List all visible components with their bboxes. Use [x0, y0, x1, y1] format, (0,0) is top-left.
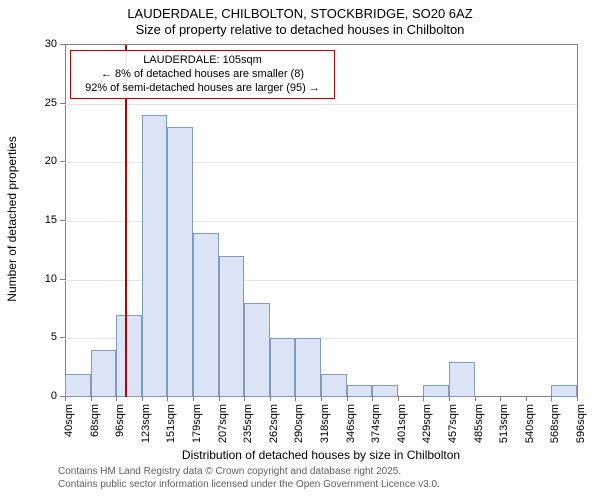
histogram-bar: [142, 115, 168, 397]
x-tick-label: 596sqm: [575, 404, 587, 443]
x-axis-title: Distribution of detached houses by size …: [65, 448, 577, 462]
x-tick-mark: [295, 396, 296, 401]
y-tick-mark: [60, 279, 65, 280]
x-tick-mark: [526, 396, 527, 401]
x-tick-mark: [65, 396, 66, 401]
grid-line: [65, 104, 577, 105]
x-tick-label: 179sqm: [191, 404, 203, 443]
x-tick-mark: [270, 396, 271, 401]
x-tick-mark: [244, 396, 245, 401]
histogram-bar: [449, 362, 475, 397]
x-tick-label: 290sqm: [293, 404, 305, 443]
x-tick-label: 235sqm: [242, 404, 254, 443]
x-tick-label: 151sqm: [165, 404, 177, 443]
x-tick-mark: [219, 396, 220, 401]
x-tick-label: 40sqm: [63, 404, 75, 437]
histogram-bar: [423, 385, 449, 397]
title-line1: LAUDERDALE, CHILBOLTON, STOCKBRIDGE, SO2…: [0, 6, 600, 22]
x-tick-label: 429sqm: [421, 404, 433, 443]
y-tick-mark: [60, 44, 65, 45]
x-tick-label: 262sqm: [268, 404, 280, 443]
histogram-bar: [91, 350, 117, 397]
histogram-bar: [372, 385, 398, 397]
histogram-bar: [65, 374, 91, 397]
x-tick-label: 346sqm: [345, 404, 357, 443]
y-tick-mark: [60, 103, 65, 104]
x-tick-mark: [116, 396, 117, 401]
x-tick-label: 540sqm: [524, 404, 536, 443]
histogram-bar: [116, 315, 142, 397]
x-tick-mark: [142, 396, 143, 401]
x-tick-mark: [193, 396, 194, 401]
histogram-bar: [244, 303, 270, 397]
x-tick-label: 513sqm: [498, 404, 510, 443]
y-tick-mark: [60, 337, 65, 338]
x-tick-label: 68sqm: [89, 404, 101, 437]
histogram-bar: [219, 256, 245, 397]
y-axis-title: Number of detached properties: [5, 43, 19, 395]
x-tick-label: 207sqm: [217, 404, 229, 443]
histogram-bar: [270, 338, 296, 397]
x-tick-label: 374sqm: [370, 404, 382, 443]
histogram-bar: [167, 127, 193, 397]
title-line2: Size of property relative to detached ho…: [0, 22, 600, 38]
x-tick-mark: [551, 396, 552, 401]
annotation-line3: 92% of semi-detached houses are larger (…: [79, 82, 326, 96]
x-tick-label: 96sqm: [114, 404, 126, 437]
x-tick-label: 123sqm: [140, 404, 152, 443]
x-tick-label: 568sqm: [549, 404, 561, 443]
footer-line1: Contains HM Land Registry data © Crown c…: [58, 466, 440, 479]
footer-line2: Contains public sector information licen…: [58, 479, 440, 492]
footer-attribution: Contains HM Land Registry data © Crown c…: [58, 466, 440, 491]
x-tick-mark: [347, 396, 348, 401]
y-tick-mark: [60, 161, 65, 162]
x-tick-label: 485sqm: [473, 404, 485, 443]
annotation-line2: ← 8% of detached houses are smaller (8): [79, 68, 326, 82]
y-tick-mark: [60, 220, 65, 221]
annotation-line1: LAUDERDALE: 105sqm: [79, 54, 326, 68]
x-tick-mark: [449, 396, 450, 401]
x-tick-mark: [91, 396, 92, 401]
x-tick-label: 457sqm: [447, 404, 459, 443]
x-tick-mark: [577, 396, 578, 401]
histogram-bar: [321, 374, 347, 397]
x-tick-mark: [500, 396, 501, 401]
x-tick-mark: [423, 396, 424, 401]
x-tick-label: 401sqm: [396, 404, 408, 443]
x-tick-mark: [167, 396, 168, 401]
histogram-bar: [193, 233, 219, 397]
x-tick-label: 318sqm: [319, 404, 331, 443]
histogram-bar: [551, 385, 577, 397]
annotation-box: LAUDERDALE: 105sqm← 8% of detached house…: [70, 50, 335, 99]
x-tick-mark: [475, 396, 476, 401]
x-tick-mark: [398, 396, 399, 401]
x-tick-mark: [321, 396, 322, 401]
histogram-bar: [295, 338, 321, 397]
histogram-bar: [347, 385, 373, 397]
chart-title-block: LAUDERDALE, CHILBOLTON, STOCKBRIDGE, SO2…: [0, 0, 600, 39]
x-tick-mark: [372, 396, 373, 401]
